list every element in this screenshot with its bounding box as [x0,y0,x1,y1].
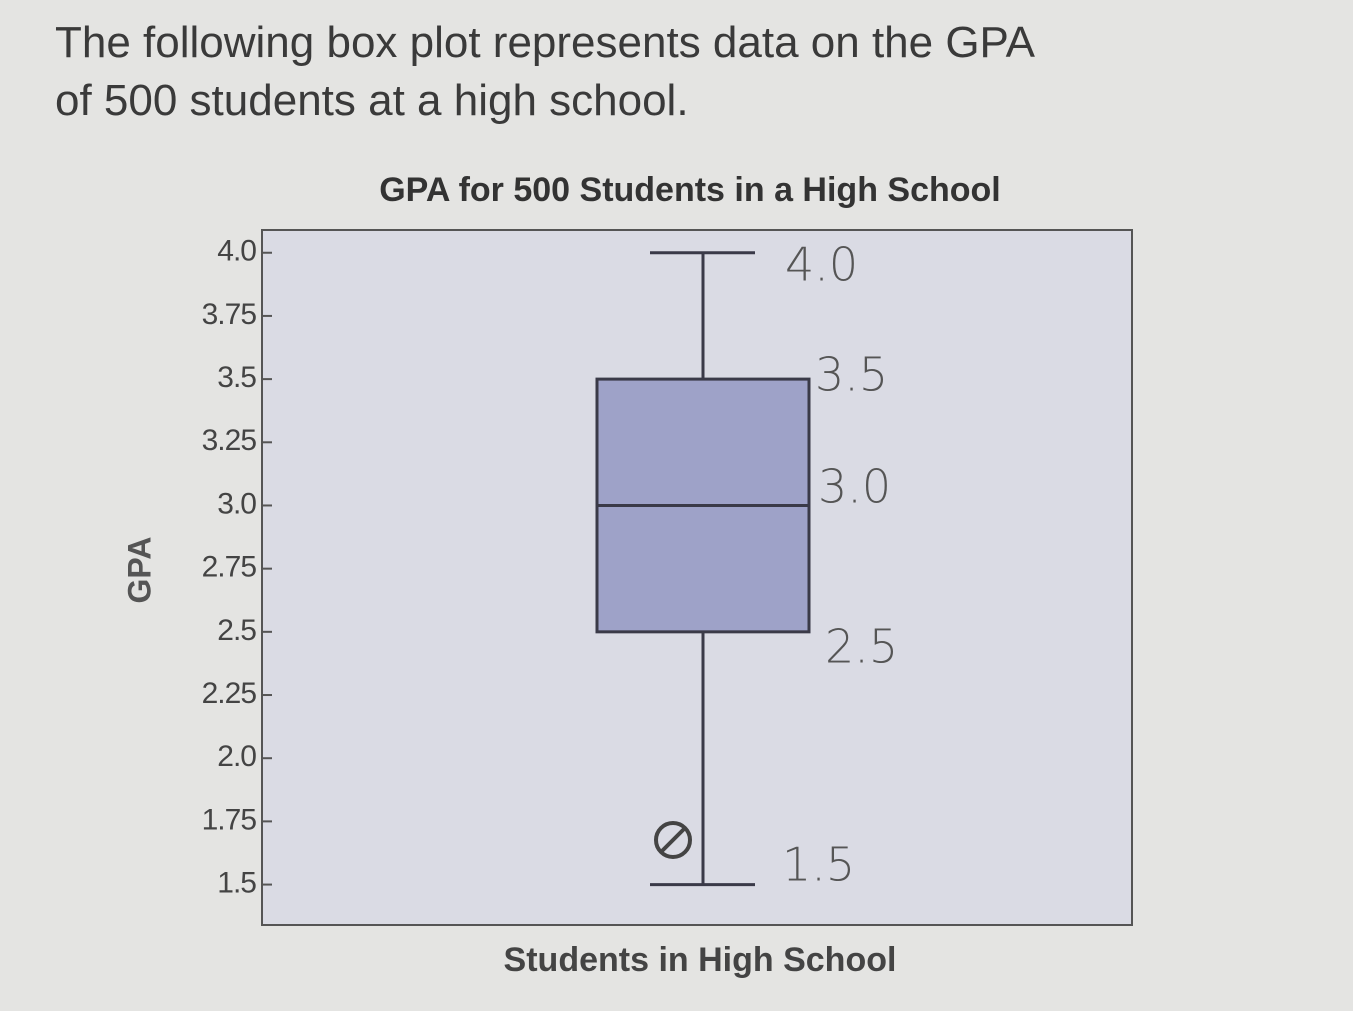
y-tick-label: 2.0 [217,740,256,773]
y-axis-label: GPA [121,537,157,604]
y-tick-label: 2.75 [202,551,257,584]
y-tick-label: 3.0 [217,487,256,520]
handwritten-note: 1.5 [782,838,855,892]
handwritten-note: 3.0 [818,460,891,514]
y-tick-label: 2.5 [217,614,256,647]
question-line: The following box plot represents data o… [55,18,1036,125]
y-tick-label: 4.0 [217,235,256,268]
handwritten-note: 2.5 [825,620,898,674]
slashed-circle [654,821,692,859]
y-tick-label: 1.75 [202,803,257,836]
y-tick-label: 3.75 [202,298,257,331]
y-tick-label: 1.5 [217,866,256,899]
chart-title: GPA for 500 Students in a High School [379,171,1001,209]
handwritten-note: 3.5 [815,348,888,402]
y-tick-label: 3.5 [217,361,256,394]
y-tick-label: 3.25 [202,424,257,457]
handwritten-note: 4.0 [785,238,858,292]
x-axis-label: Students in High School [504,941,897,979]
y-tick-label: 2.25 [202,677,257,710]
